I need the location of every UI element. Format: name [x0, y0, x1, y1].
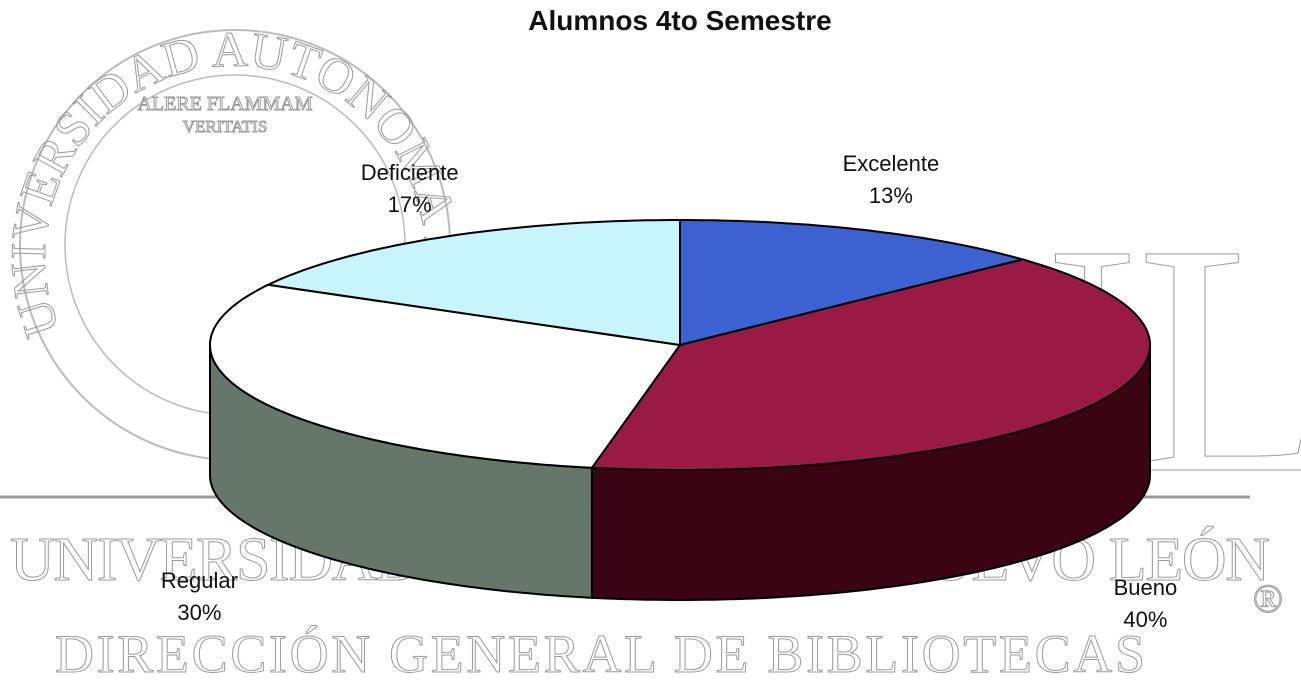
- pie-slice: [590, 258, 1151, 471]
- slice-value-label: 13%: [869, 183, 913, 208]
- chart-title: Alumnos 4to Semestre: [528, 5, 831, 36]
- pie: [209, 219, 1151, 601]
- pie-slice: [209, 283, 682, 469]
- motto: VERITATIS: [183, 117, 268, 136]
- pie-slice: [264, 219, 681, 347]
- slice-value-label: 30%: [177, 600, 221, 625]
- slice-value-label: 40%: [1123, 607, 1167, 632]
- pie-slice: [679, 219, 1027, 347]
- slice-label: Regular: [161, 568, 238, 593]
- slice-label: Deficiente: [361, 160, 459, 185]
- registered-mark: ®: [1253, 576, 1283, 621]
- motto: ALERE FLAMMAM: [137, 93, 312, 115]
- slice-label: Excelente: [843, 151, 940, 176]
- slice-label: Bueno: [1114, 575, 1178, 600]
- slice-value-label: 17%: [388, 192, 432, 217]
- watermark-line: DIRECCIÓN GENERAL DE BIBLIOTECAS: [55, 624, 1145, 683]
